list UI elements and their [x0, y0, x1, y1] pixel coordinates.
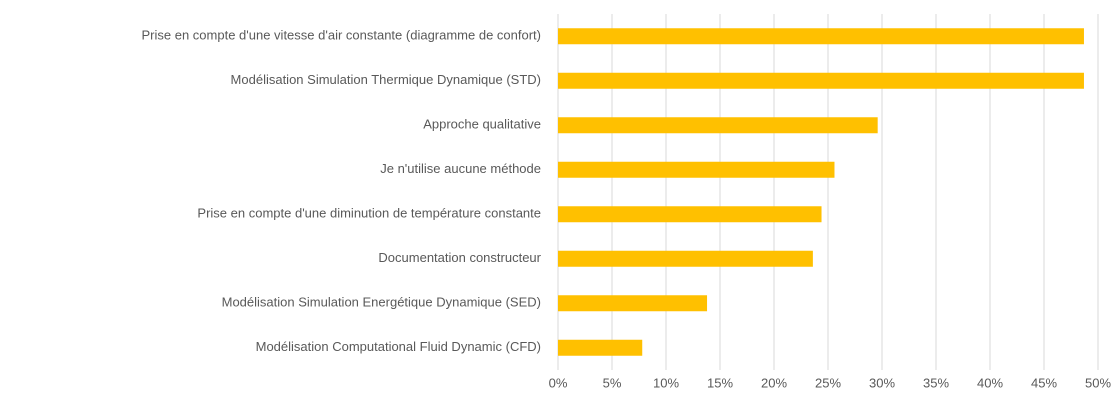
bar: [558, 117, 878, 134]
x-tick-label: 50%: [1085, 375, 1111, 390]
x-tick-label: 10%: [653, 375, 679, 390]
bar: [558, 161, 835, 178]
x-tick-label: 45%: [1031, 375, 1057, 390]
y-tick-label: Prise en compte d'une diminution de temp…: [197, 206, 541, 221]
x-tick-label: 5%: [603, 375, 622, 390]
y-tick-label: Documentation constructeur: [378, 250, 541, 265]
y-tick-label: Modélisation Simulation Thermique Dynami…: [231, 72, 541, 87]
y-tick-label: Prise en compte d'une vitesse d'air cons…: [142, 28, 542, 43]
bar: [558, 28, 1084, 45]
x-tick-label: 40%: [977, 375, 1003, 390]
x-tick-label: 35%: [923, 375, 949, 390]
y-tick-label: Modélisation Computational Fluid Dynamic…: [256, 339, 541, 354]
x-tick-label: 25%: [815, 375, 841, 390]
bar: [558, 72, 1084, 89]
bar: [558, 295, 708, 312]
x-tick-label: 20%: [761, 375, 787, 390]
x-tick-label: 30%: [869, 375, 895, 390]
bar: [558, 250, 813, 267]
bar: [558, 206, 822, 223]
y-tick-label: Approche qualitative: [423, 117, 541, 132]
x-tick-label: 0%: [549, 375, 568, 390]
bar: [558, 339, 643, 356]
x-tick-label: 15%: [707, 375, 733, 390]
y-tick-label: Modélisation Simulation Energétique Dyna…: [222, 295, 541, 310]
y-tick-label: Je n'utilise aucune méthode: [380, 161, 541, 176]
